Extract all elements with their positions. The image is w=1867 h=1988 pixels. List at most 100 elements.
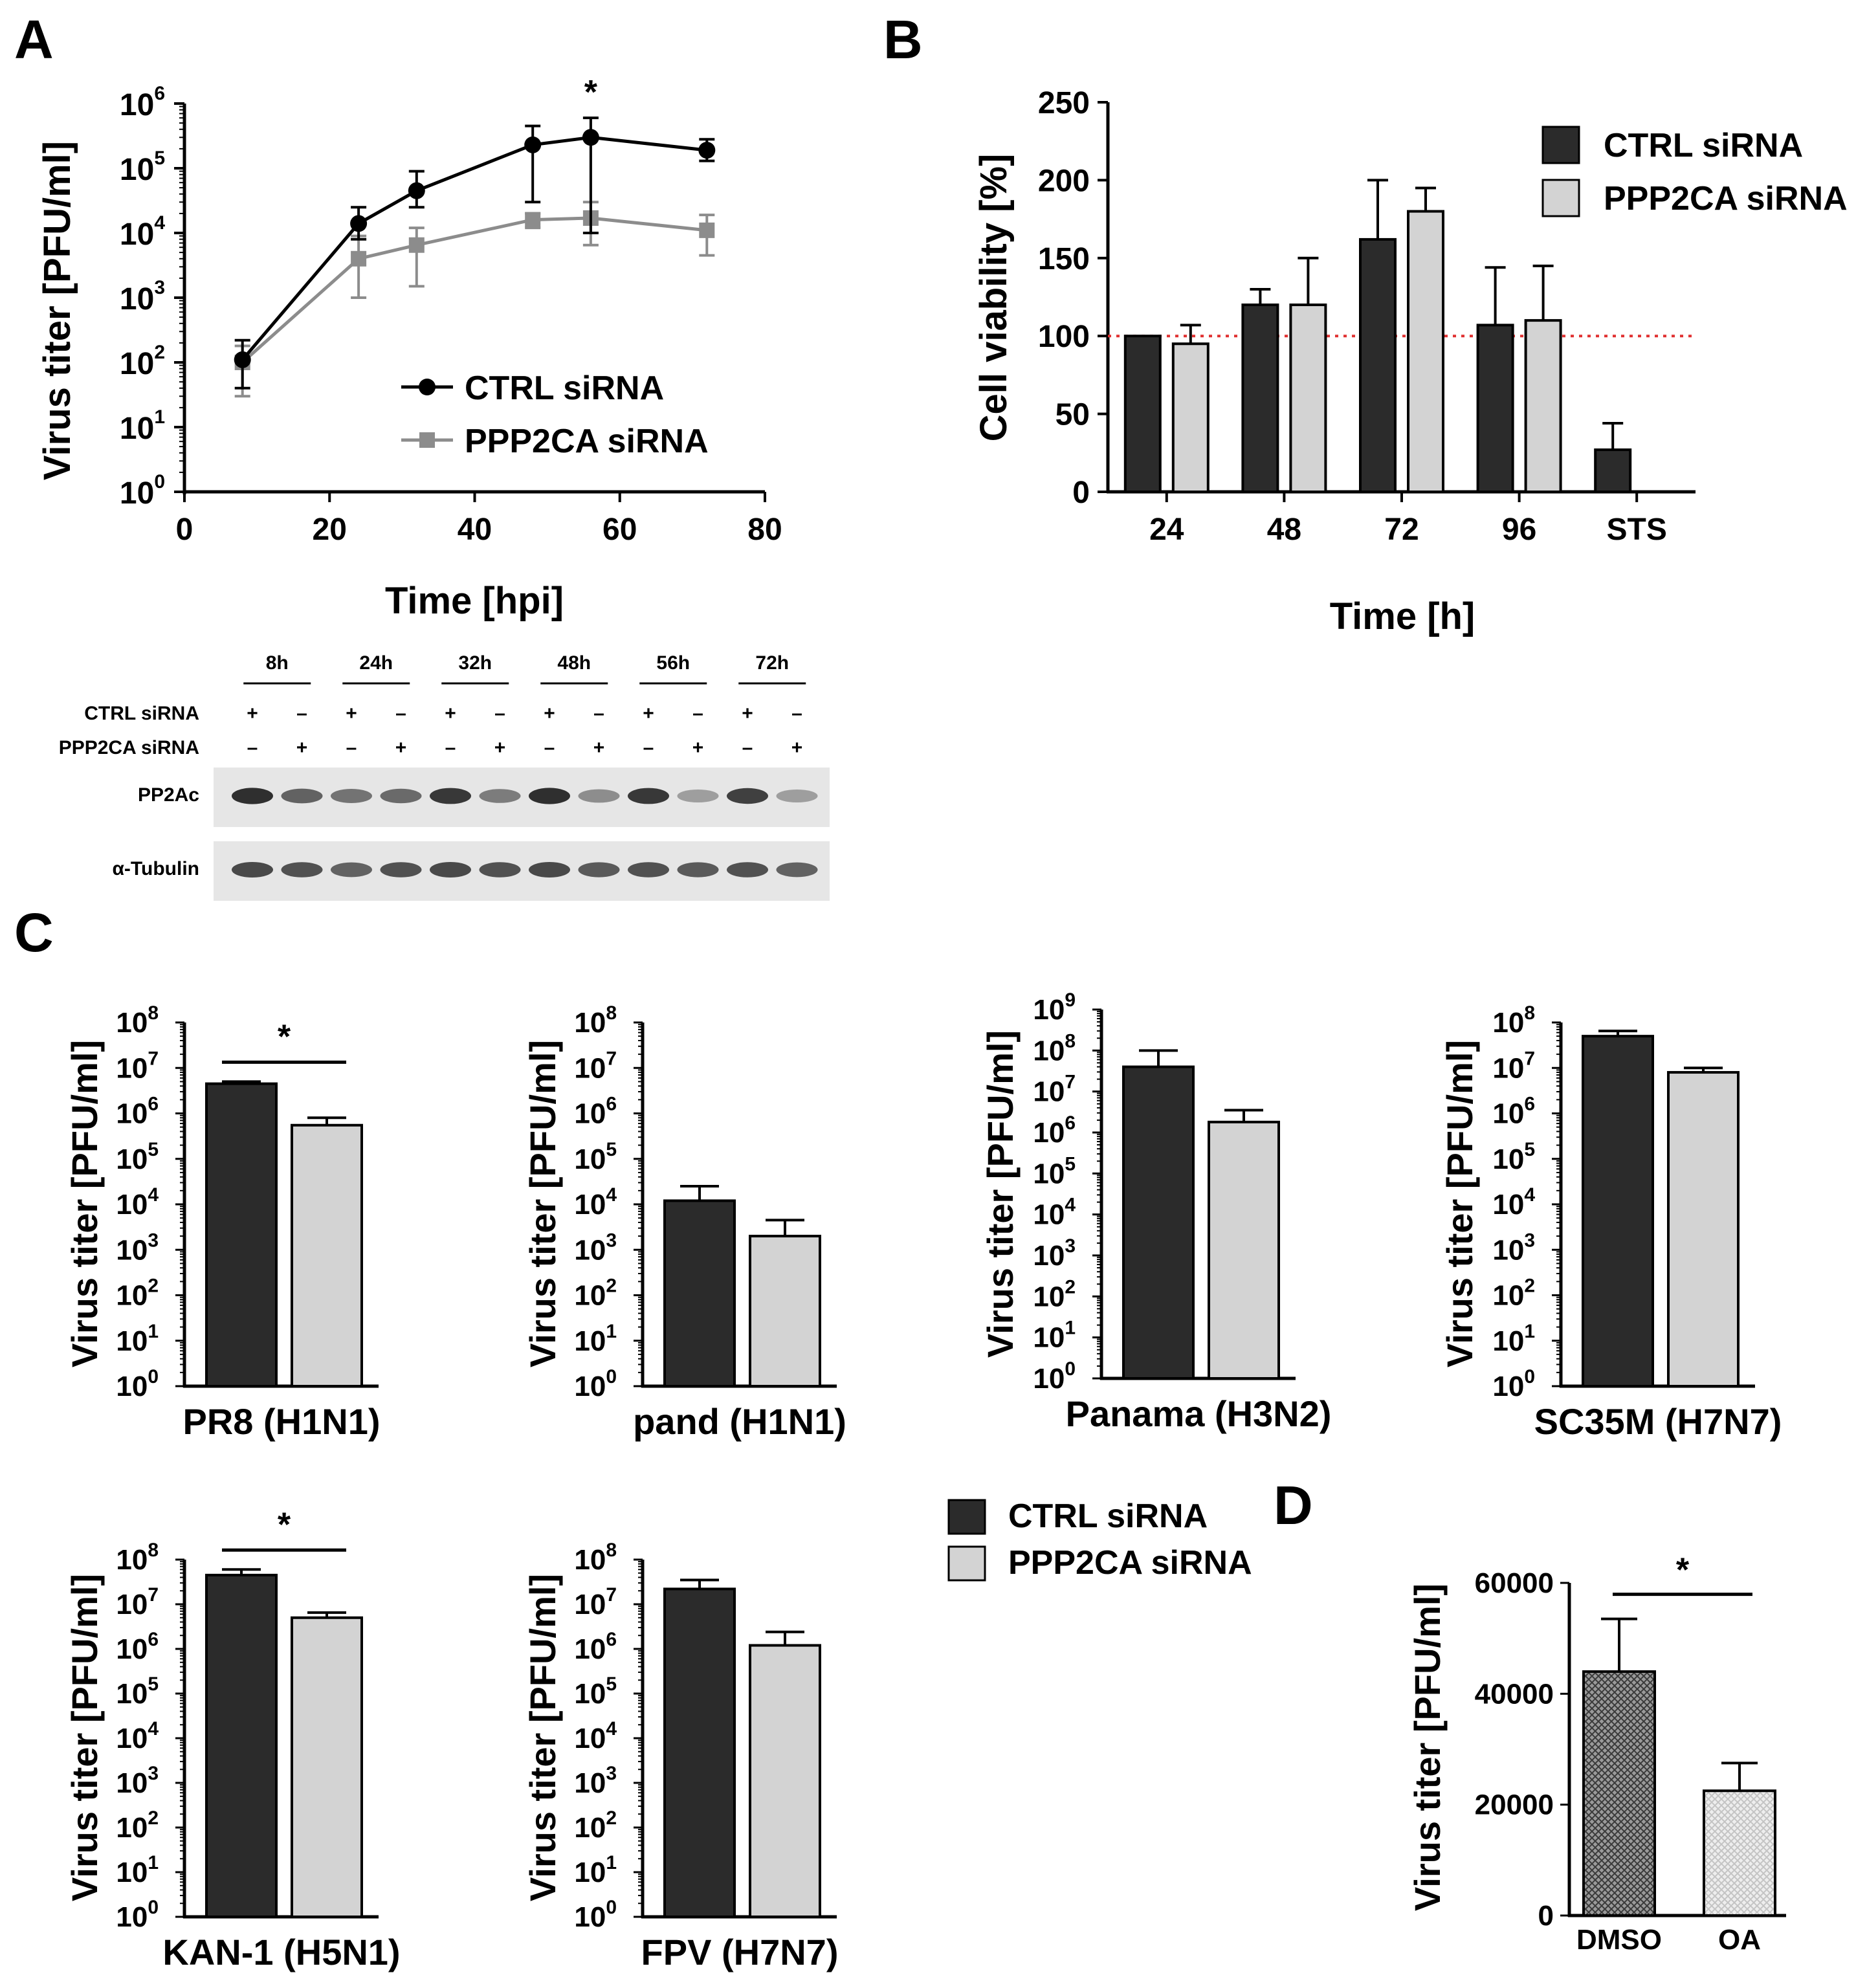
panel-c-y-tick-label: 105 [574,1673,617,1710]
panel-c-y-tick-label: 105 [1492,1139,1535,1175]
blot-timepoint-label: 8h [266,652,289,674]
blot-band-pp2ac [331,789,372,803]
blot-band-pp2ac [281,788,323,804]
panel-c-bar-ppp [749,1644,821,1918]
panel-letter-d: D [1274,1475,1313,1536]
panel-c-y-tick-label: 102 [574,1276,617,1312]
panel-d-x-tick-label: OA [1718,1924,1761,1956]
blot-ppp-sign: + [494,737,506,758]
blot-band-tubulin [380,862,422,878]
panel-a-point-ctrl [698,142,716,159]
panel-letter-a: A [14,9,54,70]
panel-d-ylabel: Virus titer [PFU/ml] [1407,1584,1448,1911]
blot-timepoint-label: 24h [359,652,393,674]
panel-c-ylabel: Virus titer [PFU/ml] [522,1040,563,1367]
blot-band-pp2ac [628,788,669,804]
panel-c-y-tick-label: 107 [574,1584,617,1620]
panel-c-y-tick-label: 104 [116,1718,159,1754]
panel-c-y-tick-label: 106 [116,1629,159,1665]
panel-b-bar-ctrl [1476,324,1514,493]
panel-c-y-tick-label: 104 [116,1184,159,1220]
panel-a-legend: CTRL siRNA PPP2CA siRNA [401,370,709,460]
panel-c-ylabel: Virus titer [PFU/ml] [522,1574,563,1901]
panel-d-bar-chart: Virus titer [PFU/ml] 0 20000 40000 60000 DMS… [1407,1552,1786,1956]
panel-b-legend-ctrl: CTRL siRNA [1604,127,1803,164]
panel-a-y-tick-label: 105 [120,148,165,187]
blot-ppp-sign: – [346,737,357,758]
panel-c-bar-ctrl [1582,1035,1654,1387]
panel-c-chart-2: Virus titer [PFU/ml] 100 101 102 103 104 105 10… [522,1002,846,1442]
blot-ctrl-sign: + [742,703,753,724]
panel-c-y-tick-label: 104 [1492,1184,1535,1220]
panel-a-point-ppp [351,250,367,267]
panel-a-x-tick-label: 60 [602,513,637,547]
panel-a-y-tick-label: 100 [120,471,165,511]
panel-c-chart-4: Virus titer [PFU/ml] 100 101 102 103 104 105 10… [1439,1002,1782,1442]
blot-band-pp2ac [479,789,521,803]
panel-c-chart-1: Virus titer [PFU/ml] 100 101 102 103 104 105 10… [64,1002,380,1442]
panel-c-y-tick-label: 103 [116,1230,159,1266]
panel-c-y-tick-label: 106 [1033,1112,1076,1149]
panel-b-x-tick-label: 96 [1502,513,1536,547]
panel-c-bar-ctrl [1122,1065,1195,1380]
panel-c-ylabel: Virus titer [PFU/ml] [980,1030,1021,1358]
panel-a-legend-ctrl: CTRL siRNA [465,370,664,407]
panel-a-series-line-ctrl [241,135,707,361]
blot-row-label-ppp: PPP2CA siRNA [59,737,199,758]
panel-d-x-tick-label: DMSO [1576,1924,1662,1956]
blot-ppp-sign: + [296,737,308,758]
panel-c-y-tick-label: 108 [1492,1002,1535,1039]
blot-ppp-sign: – [742,737,753,758]
panel-c-y-tick-label: 109 [1033,989,1076,1026]
panel-c-bar-ppp [1667,1071,1740,1388]
panel-c-strain-label: Panama (H3N2) [1066,1393,1332,1434]
panel-b-bar-ctrl [1594,448,1632,494]
blot-ppp-sign: + [692,737,704,758]
panel-a-y-tick-label: 101 [120,406,165,446]
panel-b-y-tick-label: 0 [1072,476,1090,510]
panel-a-point-ppp [699,222,715,238]
panel-c-y-tick-label: 107 [1033,1072,1076,1108]
panel-b-bar-ppp [1524,319,1562,493]
panel-c-y-tick-label: 101 [574,1321,617,1357]
blot-row-label-ctrl: CTRL siRNA [84,703,199,724]
blot-band-pp2ac [529,788,570,804]
blot-band-pp2ac [578,789,620,803]
blot-ctrl-sign: – [593,703,604,724]
panel-a-point-ppp [525,212,541,228]
panel-c-y-tick-label: 108 [116,1002,159,1039]
blot-band-tubulin [727,862,768,878]
panel-c-y-tick-label: 101 [1033,1318,1076,1354]
panel-a-legend-ppp: PPP2CA siRNA [465,423,709,460]
panel-c-y-tick-label: 102 [1492,1276,1535,1312]
blot-ppp-sign: – [544,737,555,758]
blot-band-tubulin [776,862,818,878]
panel-a-x-tick-label: 40 [458,513,492,547]
blot-ctrl-sign: + [346,703,357,724]
blot-timepoint-label: 56h [656,652,690,674]
panel-c-y-tick-label: 100 [574,1897,617,1933]
blot-timepoint-label: 32h [458,652,492,674]
panel-c-y-tick-label: 108 [116,1540,159,1576]
blot-band-label-pp2ac: PP2Ac [138,784,199,806]
panel-c-strain-charts: Virus titer [PFU/ml] 100 101 102 103 104 105 10… [64,989,1782,1972]
panel-b-bar-ppp [1171,342,1210,493]
blot-ppp-sign: + [593,737,605,758]
panel-c-y-tick-label: 107 [574,1048,617,1084]
panel-c-bar-ppp [1208,1120,1280,1380]
panel-d-y-tick-label: 60000 [1475,1567,1554,1599]
panel-c-y-tick-label: 103 [1033,1235,1076,1272]
blot-band-tubulin [529,862,570,878]
panel-c-y-tick-label: 103 [1492,1230,1535,1266]
panel-c-legend-ctrl: CTRL siRNA [1008,1497,1208,1535]
panel-c-ylabel: Virus titer [PFU/ml] [64,1040,105,1367]
blot-ctrl-sign: + [247,703,258,724]
panel-b-y-tick-label: 250 [1038,86,1090,120]
panel-d-y-tick-label: 40000 [1475,1678,1554,1710]
panel-a-y-tick-label: 104 [120,212,165,252]
panel-c-y-tick-label: 108 [574,1540,617,1576]
panel-c-strain-label: PR8 (H1N1) [183,1401,381,1442]
panel-c-bar-ctrl [205,1082,278,1387]
panel-a-point-ctrl [408,182,425,199]
blot-ppp-sign: – [247,737,258,758]
